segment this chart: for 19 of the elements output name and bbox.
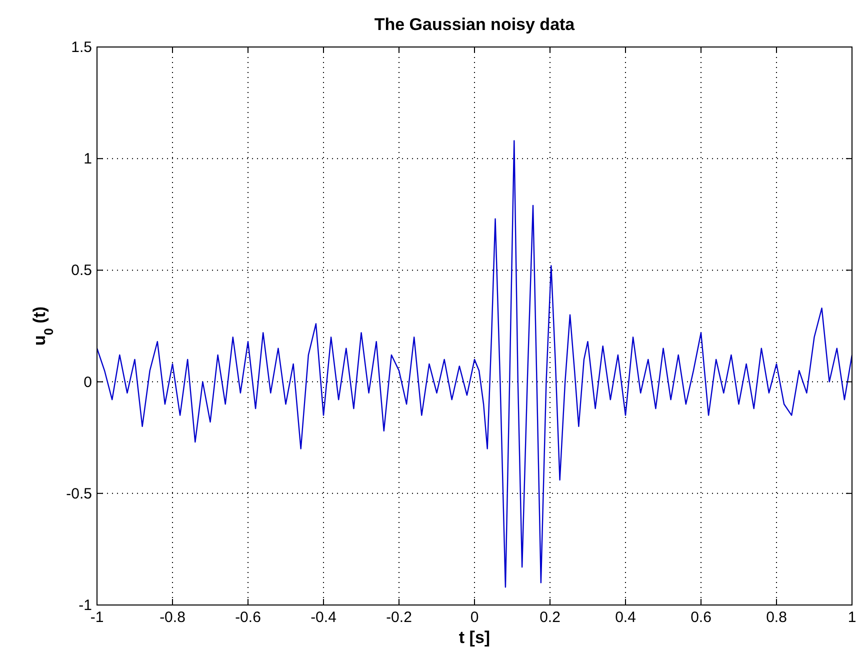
- x-tick-label: 0: [470, 609, 479, 626]
- y-tick-label: 1.5: [71, 39, 92, 56]
- line-series: [96, 140, 853, 588]
- chart-title: The Gaussian noisy data: [374, 15, 576, 34]
- y-tick-label: -0.5: [66, 485, 92, 502]
- x-tick-label: 0.2: [540, 609, 560, 626]
- x-tick-label: -0.4: [310, 609, 336, 626]
- x-tick-label: 0.8: [766, 609, 787, 626]
- y-tick-label: 1: [84, 150, 92, 168]
- x-tick-label: -0.2: [386, 609, 412, 626]
- y-tick-label: 0.5: [71, 262, 92, 280]
- x-tick-label: -0.8: [160, 609, 186, 626]
- y-tick-label: 0: [84, 374, 92, 391]
- x-tick-label: 1: [848, 609, 856, 626]
- y-tick-label: -1: [78, 597, 92, 614]
- x-axis-title: t [s]: [458, 628, 490, 647]
- x-tick-label: 0.6: [690, 609, 712, 626]
- x-tick-label: -0.6: [235, 609, 261, 626]
- x-tick-label: 0.4: [615, 609, 636, 626]
